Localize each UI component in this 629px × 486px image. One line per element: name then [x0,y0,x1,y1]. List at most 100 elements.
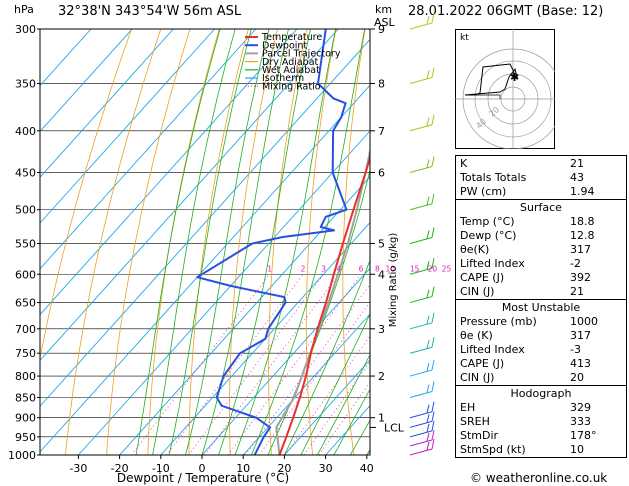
hodo-value: 329 [570,401,591,414]
isotherm-line [78,130,370,455]
surface-row: θe(K) 317 [456,243,626,257]
pressure-tick-label: 300 [15,23,36,36]
most-unstable-title: Most Unstable [501,301,581,314]
wind-barb-flag [426,423,430,432]
mixing-ratio-label: 25 [442,264,452,273]
isotherm-line [40,29,257,270]
dry-adiabat-line [147,29,220,455]
index-row-tt: Totals Totals 43 [456,171,626,185]
index-value: 21 [570,157,584,170]
mixing-ratio-line [227,274,362,455]
hodo-label: EH [460,401,476,414]
wet-adiabat-line [300,313,370,455]
mixing-ratio-label: 8 [375,264,380,273]
temperature-tick-label: 10 [236,462,250,475]
temperature-line [278,154,370,455]
surface-value: 18.8 [570,215,595,228]
surface-label: θe(K) [460,243,490,256]
wind-barb-staff [409,267,433,275]
mixing-ratio-label: 1 [267,264,272,273]
wind-barb-flag [431,286,435,297]
pressure-tick-label: 750 [15,347,36,360]
legend-entry: Wet Adiabat [262,65,320,76]
datetime-title: 28.01.2022 06GMT (Base: 12) [408,4,604,19]
mixing-ratio-label: 2 [301,264,306,273]
surface-row: Dewp (°C) 12.8 [456,229,626,243]
dry-adiabat-line [65,29,162,455]
wind-barb-staff [409,430,433,438]
km-tick-label: 2 [378,370,385,383]
mu-label: Lifted Index [460,343,525,356]
isotherm-line [40,29,298,316]
isotherm-line [40,38,370,407]
wind-barb-flag [431,156,435,167]
surface-row: Temp (°C) 18.8 [456,215,626,229]
mixing-ratio-axis-label: Mixing Ratio (g/kg) [388,233,399,328]
mu-row: Pressure (mb) 1000 [456,315,626,329]
wind-barb-flag [426,70,430,79]
wind-barb-flag [426,404,430,413]
wind-barb-flag [426,340,430,349]
legend-entry: Mixing Ratio [262,81,321,92]
wind-barb-staff [409,322,433,330]
wind-barb-flag [426,289,430,298]
mixing-ratio-line [188,274,325,455]
index-row-k: K 21 [456,157,626,171]
km-tick-label: 3 [378,323,385,336]
wet-adiabat-line [201,29,289,455]
surface-value: 317 [570,243,591,256]
index-value: 1.94 [570,185,595,198]
wet-adiabat-line [185,29,270,455]
surface-row: CIN (J) 21 [456,285,626,299]
hodograph-trace [464,63,518,96]
surface-value: -2 [570,257,581,270]
wind-barb-flag [426,315,430,324]
wind-barb-flag [431,193,435,204]
wind-barb-flag [426,441,430,451]
mu-value: 20 [570,371,584,384]
wind-barb-flag [426,432,430,442]
pressure-tick-label: 600 [15,268,36,281]
mu-label: CAPE (J) [460,357,505,370]
isotherm-line [40,84,370,453]
mu-row: Lifted Index -3 [456,343,626,357]
wet-adiabat-line [135,29,221,455]
hodograph-box: Hodograph EH 329 SREH 333 StmDir 178° StmSp… [455,386,627,458]
index-label: K [460,157,468,170]
wind-barb-staff [409,391,433,398]
wind-barb-flag [426,384,430,393]
index-label: PW (cm) [460,185,507,198]
mu-value: -3 [570,343,581,356]
mu-label: CIN (J) [460,371,495,384]
km-tick-label: 4 [378,268,385,281]
hodo-row: StmSpd (kt) 10 [456,443,626,457]
parcel-trajectory-line [275,146,370,455]
mu-label: Pressure (mb) [460,315,537,328]
wet-adiabat-line [218,29,311,455]
pressure-tick-label: 900 [15,412,36,425]
dry-adiabat-line [342,29,366,455]
mixing-ratio-line [303,360,370,455]
mu-row: θe (K) 317 [456,329,626,343]
wind-barb-flag [426,15,430,25]
pressure-tick-label: 500 [15,204,36,217]
km-tick-label: 8 [378,78,385,91]
wind-barb-flag [426,159,430,168]
dry-adiabat-line [106,29,191,455]
surface-label: CAPE (J) [460,271,505,284]
footer-credit: © weatheronline.co.uk [470,471,608,485]
km-tick-label: 5 [378,237,385,250]
pressure-tick-label: 650 [15,297,36,310]
wind-barb-staff [409,411,433,419]
pressure-unit-label: hPa [14,3,34,16]
mu-value: 1000 [570,315,598,328]
wind-barb-staff [409,346,433,354]
mixing-ratio-line [318,381,370,455]
pressure-tick-label: 800 [15,370,36,383]
surface-title: Surface [520,201,562,214]
wind-barb-flag [431,359,435,371]
isotherm-line [40,29,339,362]
mu-value: 413 [570,357,591,370]
surface-value: 12.8 [570,229,595,242]
